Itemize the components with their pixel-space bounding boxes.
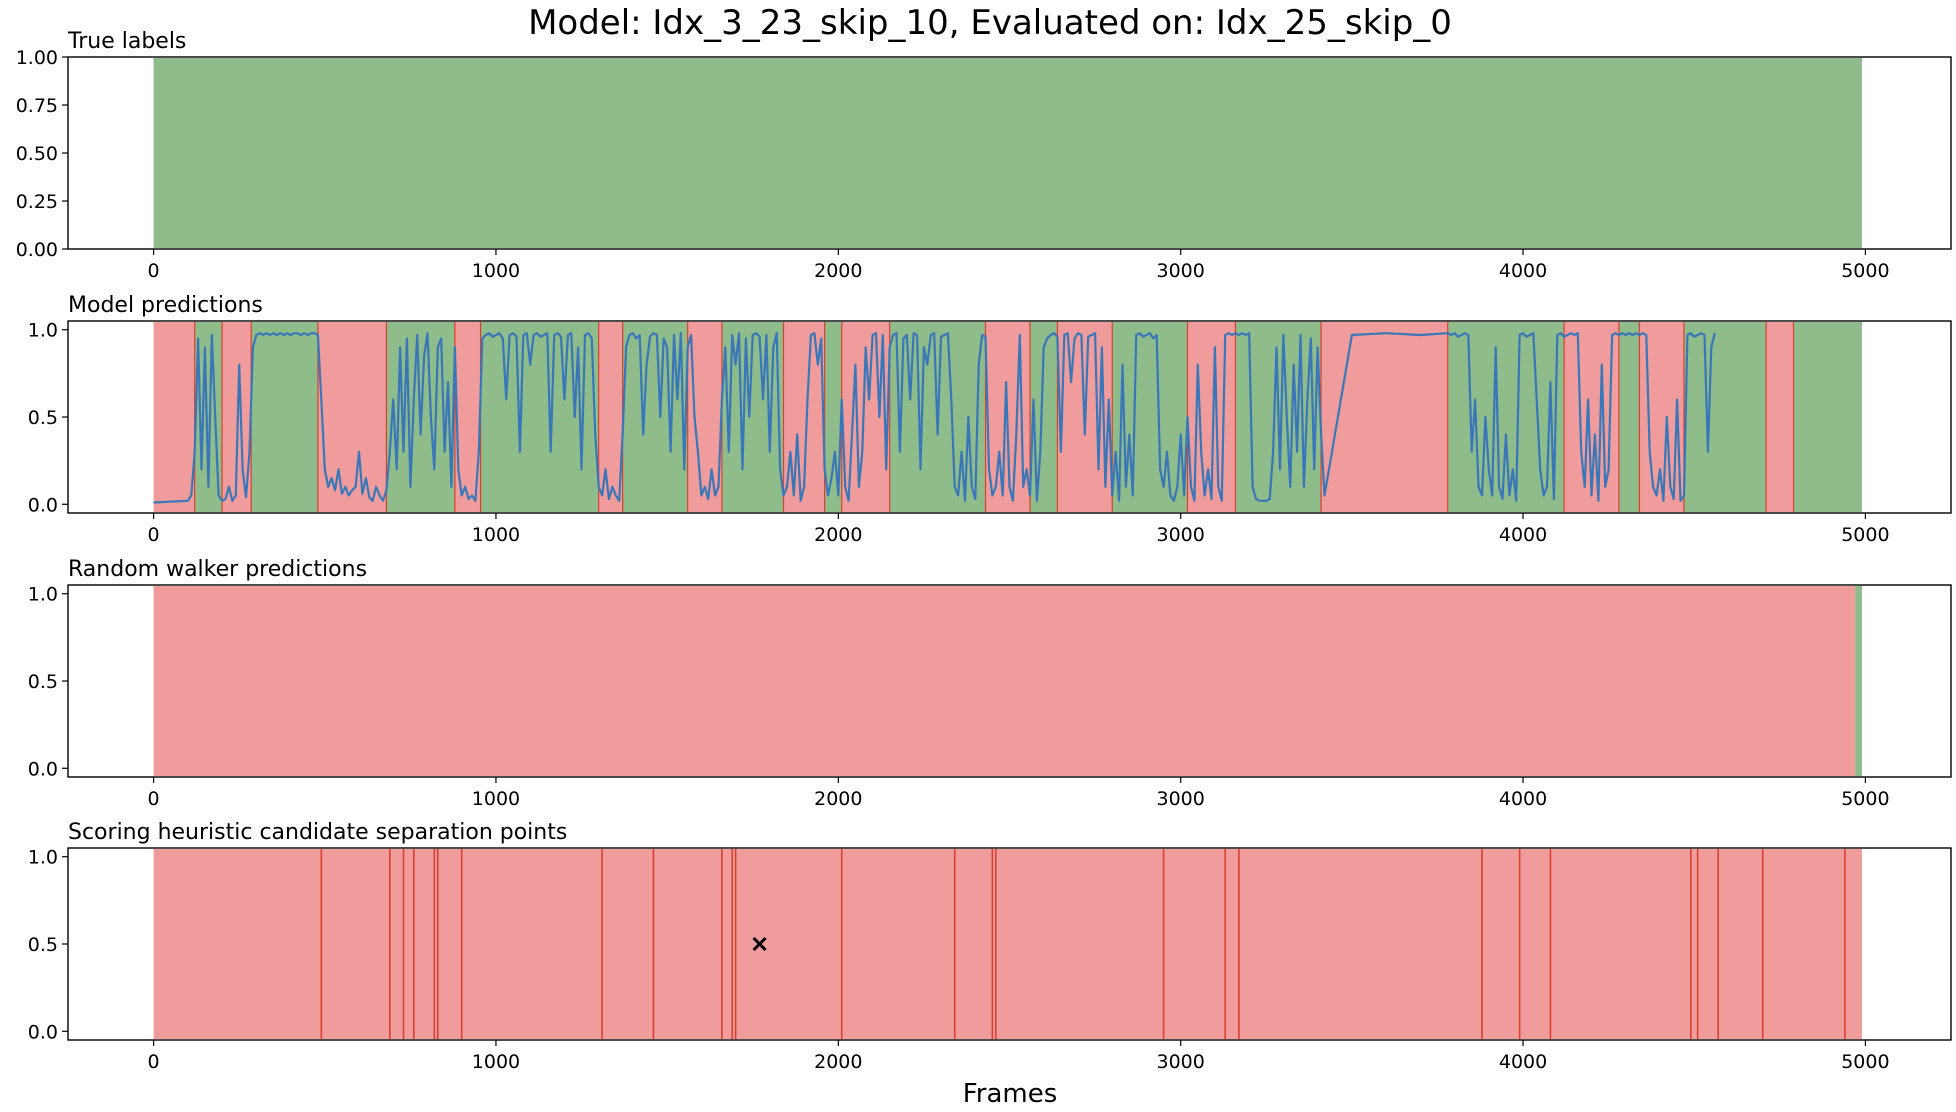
y-tick-label: 1.00 bbox=[16, 47, 58, 69]
y-tick-label: 0.5 bbox=[28, 407, 58, 429]
x-tick-label: 1000 bbox=[472, 524, 520, 546]
y-tick-label: 0.0 bbox=[28, 1021, 58, 1043]
panel-title: Random walker predictions bbox=[68, 557, 367, 582]
marker-stroke bbox=[752, 936, 767, 952]
span-negative bbox=[153, 586, 1856, 776]
panel-title: Scoring heuristic candidate separation p… bbox=[68, 820, 567, 845]
prediction-line bbox=[153, 332, 1716, 504]
panel-4: Scoring heuristic candidate separation p… bbox=[28, 820, 1952, 1073]
y-tick-label: 0.5 bbox=[28, 671, 58, 693]
y-tick-label: 0.25 bbox=[16, 191, 58, 213]
span-negative bbox=[1321, 322, 1448, 512]
span-negative bbox=[598, 322, 623, 512]
span-negative bbox=[153, 849, 1862, 1039]
y-tick-label: 0.5 bbox=[28, 934, 58, 956]
span-negative bbox=[1766, 322, 1794, 512]
y-tick-label: 1.0 bbox=[28, 847, 58, 869]
y-tick-label: 0.50 bbox=[16, 143, 58, 165]
x-tick-label: 2000 bbox=[814, 788, 862, 810]
x-tick-label: 3000 bbox=[1157, 260, 1205, 282]
span-positive bbox=[1447, 322, 1565, 512]
span-positive bbox=[251, 322, 318, 512]
x-tick-label: 1000 bbox=[472, 260, 520, 282]
panel-title: Model predictions bbox=[68, 293, 263, 318]
x-tick-label: 0 bbox=[148, 788, 160, 810]
panel-2: Model predictions 0.0 0.5 1.0 0 1000 2000 3000 4… bbox=[28, 293, 1952, 546]
span-positive bbox=[1793, 322, 1862, 512]
span-negative bbox=[153, 322, 195, 512]
x-tick-label: 3000 bbox=[1157, 524, 1205, 546]
x-tick-label: 4000 bbox=[1499, 524, 1547, 546]
x-tick-label: 2000 bbox=[814, 260, 862, 282]
span-positive bbox=[1618, 322, 1640, 512]
x-tick-label: 1000 bbox=[472, 1051, 520, 1073]
x-tick-label: 2000 bbox=[814, 524, 862, 546]
y-tick-label: 0.00 bbox=[16, 239, 58, 261]
best-point-marker bbox=[752, 936, 767, 952]
separation-points bbox=[320, 849, 1846, 1039]
figure-title: Model: Idx_3_23_skip_10, Evaluated on: I… bbox=[528, 3, 1452, 43]
span-positive bbox=[824, 322, 842, 512]
x-tick-label: 5000 bbox=[1841, 260, 1889, 282]
x-tick-label: 5000 bbox=[1841, 1051, 1889, 1073]
y-tick-label: 1.0 bbox=[28, 320, 58, 342]
x-tick-label: 1000 bbox=[472, 788, 520, 810]
x-tick-label: 5000 bbox=[1841, 788, 1889, 810]
label-spans bbox=[153, 586, 1862, 776]
span-negative bbox=[317, 322, 387, 512]
span-positive bbox=[622, 322, 688, 512]
y-tick-label: 0.75 bbox=[16, 95, 58, 117]
panel-1: True labels 0.00 0.25 0.50 0.75 1.00 0 1000 2000… bbox=[16, 29, 1952, 282]
x-tick-label: 5000 bbox=[1841, 524, 1889, 546]
x-axis-label: Frames bbox=[963, 1079, 1058, 1109]
span-positive bbox=[1683, 322, 1767, 512]
label-spans bbox=[153, 849, 1862, 1039]
x-tick-label: 2000 bbox=[814, 1051, 862, 1073]
x-tick-label: 0 bbox=[148, 1051, 160, 1073]
y-tick-label: 0.0 bbox=[28, 758, 58, 780]
panel-title: True labels bbox=[67, 29, 186, 54]
span-positive bbox=[153, 58, 1862, 248]
label-spans bbox=[153, 58, 1862, 248]
y-tick-label: 1.0 bbox=[28, 584, 58, 606]
span-positive bbox=[1855, 586, 1862, 776]
x-tick-label: 0 bbox=[148, 260, 160, 282]
x-tick-label: 3000 bbox=[1157, 788, 1205, 810]
x-tick-label: 4000 bbox=[1499, 1051, 1547, 1073]
x-tick-label: 0 bbox=[148, 524, 160, 546]
y-tick-label: 0.0 bbox=[28, 494, 58, 516]
x-tick-label: 3000 bbox=[1157, 1051, 1205, 1073]
span-negative bbox=[687, 322, 722, 512]
x-tick-label: 4000 bbox=[1499, 260, 1547, 282]
x-tick-label: 4000 bbox=[1499, 788, 1547, 810]
panel-3: Random walker predictions 0.0 0.5 1.0 0 1000 2… bbox=[28, 557, 1952, 810]
